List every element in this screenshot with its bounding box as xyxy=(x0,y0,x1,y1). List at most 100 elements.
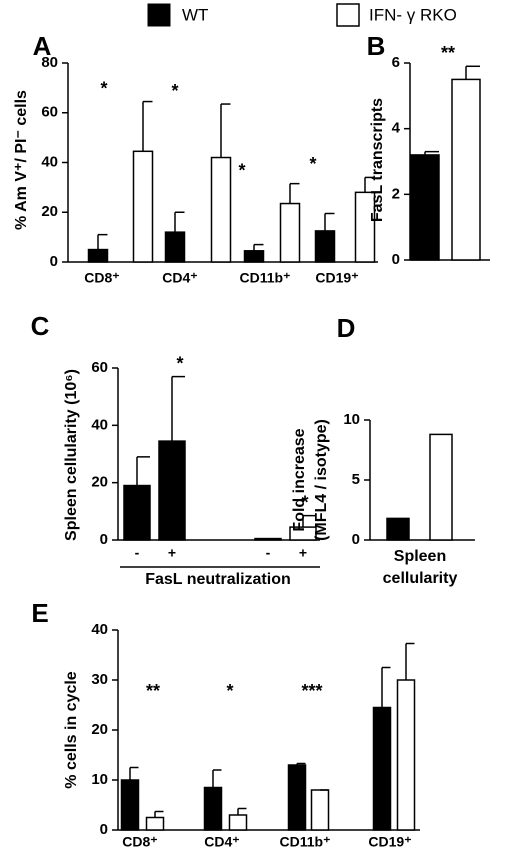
y-tick-label: 10 xyxy=(343,411,360,428)
y-tick-label: 0 xyxy=(50,253,58,270)
y-tick-label: 40 xyxy=(91,621,108,638)
x-tick-label: CD19⁺ xyxy=(368,834,411,850)
y-tick-label: 0 xyxy=(352,531,360,548)
bar xyxy=(451,78,481,261)
error-bar xyxy=(465,65,480,80)
bar xyxy=(164,231,186,263)
x-tick-label: CD8⁺ xyxy=(84,270,119,286)
legend-label: WT xyxy=(182,5,208,24)
bar xyxy=(254,537,282,541)
bar xyxy=(132,150,154,263)
error-bar xyxy=(129,766,139,780)
y-tick-label: 20 xyxy=(91,721,108,738)
x-tick-label: CD8⁺ xyxy=(122,834,157,850)
bar xyxy=(158,440,186,541)
y-tick-label: 5 xyxy=(352,471,360,488)
error-bar xyxy=(296,762,306,765)
bar xyxy=(145,816,165,831)
panel-letter: C xyxy=(31,311,50,341)
y-axis-label: FasL transcripts xyxy=(369,98,386,222)
bar xyxy=(287,764,307,831)
bar xyxy=(120,779,140,831)
error-bar xyxy=(237,807,247,815)
error-bar xyxy=(324,212,335,231)
error-bar xyxy=(364,176,375,193)
error-bar xyxy=(136,456,150,486)
panel-letter: A xyxy=(33,31,52,61)
bar xyxy=(210,156,232,263)
x-tick-label: - xyxy=(266,545,271,561)
error-bar xyxy=(381,666,391,708)
error-bar xyxy=(289,182,300,204)
y-tick-label: 0 xyxy=(392,251,400,268)
y-tick-label: 20 xyxy=(41,203,58,220)
y-tick-label: 60 xyxy=(91,359,108,376)
bar xyxy=(203,786,223,831)
y-axis-label: Fold increase xyxy=(291,428,308,531)
y-tick-label: 80 xyxy=(41,54,58,71)
bar xyxy=(279,202,301,263)
significance-label: ** xyxy=(441,43,455,63)
legend-swatch xyxy=(147,3,171,27)
x-axis-label: Spleen xyxy=(394,548,446,565)
bar xyxy=(372,706,392,831)
x-tick-label: - xyxy=(135,545,140,561)
y-tick-label: 40 xyxy=(91,416,108,433)
error-bar xyxy=(253,243,264,251)
legend-swatch xyxy=(336,3,360,27)
y-tick-label: 30 xyxy=(91,671,108,688)
y-axis-label: % cells in cycle xyxy=(63,671,80,789)
error-bar xyxy=(302,514,316,528)
significance-label: * xyxy=(301,492,308,512)
y-tick-label: 2 xyxy=(392,185,400,202)
bar xyxy=(87,248,109,263)
x-tick-label: CD19⁺ xyxy=(315,270,358,286)
y-tick-label: 0 xyxy=(100,531,108,548)
error-bar xyxy=(220,103,231,158)
panel-letter: E xyxy=(31,598,48,628)
x-tick-label: + xyxy=(168,545,176,561)
significance-label: * xyxy=(100,78,107,98)
significance-label: * xyxy=(238,160,245,180)
error-bar xyxy=(424,150,439,155)
x-tick-label: CD11b⁺ xyxy=(240,270,291,286)
y-axis-label: % Am V⁺/ PI⁻ cells xyxy=(13,90,30,230)
bar xyxy=(396,679,416,831)
error-bar xyxy=(212,769,222,788)
x-tick-label: + xyxy=(299,545,307,561)
error-bar xyxy=(97,233,108,250)
bar xyxy=(310,789,330,831)
significance-label: * xyxy=(309,154,316,174)
y-axis-label: Spleen cellularity (10⁶) xyxy=(63,369,80,541)
y-tick-label: 10 xyxy=(91,771,108,788)
bar xyxy=(243,250,265,263)
x-tick-label: CD11b⁺ xyxy=(280,834,331,850)
bar xyxy=(123,484,151,541)
bar xyxy=(386,517,410,541)
error-bar xyxy=(154,810,164,818)
y-tick-label: 60 xyxy=(41,104,58,121)
panel-letter: D xyxy=(337,313,356,343)
y-tick-label: 40 xyxy=(41,153,58,170)
x-tick-label: CD4⁺ xyxy=(204,834,239,850)
y-tick-label: 20 xyxy=(91,474,108,491)
bar xyxy=(410,154,440,261)
x-tick-label: CD4⁺ xyxy=(162,270,197,286)
significance-label: * xyxy=(171,81,178,101)
y-tick-label: 4 xyxy=(392,120,401,137)
bar xyxy=(429,433,453,541)
y-tick-label: 0 xyxy=(100,821,108,838)
error-bar xyxy=(142,100,153,152)
panel-letter: B xyxy=(367,31,386,61)
x-axis-label: FasL neutralization xyxy=(145,571,291,588)
significance-label: * xyxy=(176,353,183,373)
bar xyxy=(314,230,336,263)
significance-label: ** xyxy=(146,681,160,701)
significance-label: * xyxy=(226,681,233,701)
significance-label: *** xyxy=(301,681,322,701)
y-axis-label: (MFL4 / isotype) xyxy=(313,419,330,541)
legend-label: IFN- γ RKO xyxy=(369,5,457,24)
y-tick-label: 6 xyxy=(392,54,400,71)
error-bar xyxy=(405,642,415,680)
